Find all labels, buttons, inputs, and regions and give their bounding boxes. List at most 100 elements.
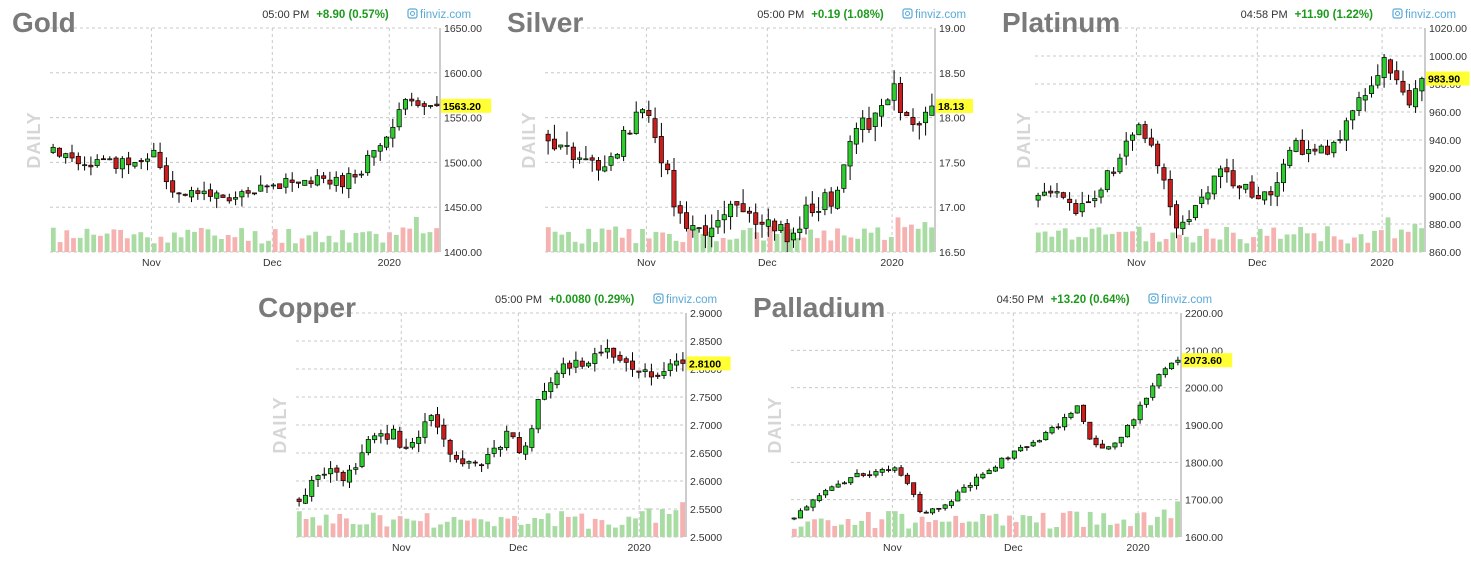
candlestick bbox=[1092, 190, 1098, 208]
candlestick bbox=[1081, 404, 1087, 425]
candlestick bbox=[648, 363, 654, 386]
candlestick bbox=[1055, 423, 1061, 430]
quote-time: 05:00 PM bbox=[495, 294, 542, 306]
volume-bar bbox=[1069, 239, 1075, 252]
volume-bar bbox=[306, 235, 312, 252]
volume-bar bbox=[185, 229, 191, 252]
candlestick bbox=[1041, 182, 1047, 197]
candlestick bbox=[372, 432, 378, 444]
y-tick-label: 880.00 bbox=[1429, 219, 1461, 231]
volume-bar bbox=[933, 520, 938, 537]
volume-bar bbox=[391, 519, 396, 537]
candlestick bbox=[1137, 401, 1143, 424]
y-tick-label: 1700.00 bbox=[1185, 495, 1223, 507]
candlestick bbox=[308, 176, 314, 188]
daily-axis-label: DAILY bbox=[1014, 111, 1034, 168]
y-tick-label: 2.5000 bbox=[690, 532, 722, 544]
volume-bar bbox=[1237, 239, 1243, 252]
candlestick bbox=[797, 508, 803, 519]
candlestick bbox=[390, 118, 396, 148]
y-tick-label: 2.6500 bbox=[690, 448, 722, 460]
volume-bar bbox=[805, 521, 811, 537]
volume-bar bbox=[559, 234, 565, 252]
candlestick bbox=[201, 181, 207, 201]
candlestick bbox=[1143, 397, 1149, 408]
chart-title: Silver bbox=[507, 7, 583, 38]
volume-bar bbox=[633, 243, 639, 252]
volume-bar bbox=[1148, 525, 1154, 537]
volume-bar bbox=[1183, 236, 1189, 252]
candlestick bbox=[1243, 183, 1249, 194]
candlestick bbox=[226, 193, 232, 204]
candlestick bbox=[1268, 186, 1274, 206]
candlestick bbox=[1024, 446, 1030, 451]
candlestick bbox=[560, 357, 566, 378]
candlestick bbox=[797, 216, 803, 241]
volume-bar bbox=[1412, 223, 1418, 252]
volume-bar bbox=[781, 227, 787, 252]
platinum-chart: DAILY 860.00 880.00 900.00 920.00 940.00 960.0… bbox=[990, 0, 1471, 280]
candlestick bbox=[1186, 210, 1192, 226]
candlestick bbox=[1079, 191, 1085, 217]
candlestick bbox=[904, 472, 910, 486]
volume-bar bbox=[1257, 228, 1263, 252]
volume-bar bbox=[1358, 234, 1364, 252]
candlestick bbox=[702, 214, 708, 249]
candlestick bbox=[1099, 439, 1105, 449]
candlestick bbox=[1350, 109, 1356, 130]
volume-bar bbox=[754, 232, 760, 252]
volume-bar bbox=[1054, 527, 1059, 537]
candlestick bbox=[277, 183, 283, 189]
candlestick bbox=[333, 171, 339, 192]
candlestick bbox=[583, 146, 589, 161]
volume-bar bbox=[613, 226, 618, 252]
candlestick bbox=[1280, 158, 1286, 192]
candlestick bbox=[598, 344, 604, 357]
volume-bar bbox=[986, 515, 992, 537]
candlestick bbox=[646, 100, 652, 123]
candlestick bbox=[753, 203, 759, 239]
volume-bar bbox=[865, 512, 871, 537]
volume-bar bbox=[350, 524, 356, 537]
candlestick bbox=[684, 201, 690, 232]
candlestick bbox=[765, 208, 771, 237]
candlestick bbox=[548, 377, 554, 399]
volume-bar bbox=[1060, 512, 1066, 537]
candlestick bbox=[778, 220, 784, 233]
volume-bar bbox=[586, 228, 592, 252]
candlestick bbox=[1011, 450, 1017, 460]
volume-bar bbox=[879, 519, 885, 537]
volume-bar bbox=[225, 235, 231, 252]
y-tick-label: 2.6000 bbox=[690, 476, 722, 488]
volume-bar bbox=[1123, 231, 1129, 252]
candlestick bbox=[1356, 91, 1362, 116]
volume-bar bbox=[812, 519, 817, 537]
candlestick bbox=[948, 499, 954, 509]
volume-bar bbox=[922, 222, 928, 252]
volume-bar bbox=[1116, 231, 1122, 252]
volume-bar bbox=[619, 237, 625, 252]
volume-bar bbox=[821, 230, 827, 252]
volume-bar bbox=[798, 526, 804, 537]
volume-bar bbox=[407, 228, 413, 252]
candlestick bbox=[790, 227, 796, 248]
volume-bar bbox=[680, 502, 685, 537]
candlestick bbox=[1036, 439, 1042, 443]
candlestick bbox=[126, 151, 132, 174]
candlestick bbox=[63, 152, 69, 164]
candlestick bbox=[113, 156, 119, 174]
volume-bar bbox=[367, 231, 372, 252]
finviz-brand: finviz.com bbox=[666, 294, 717, 306]
candlestick bbox=[1375, 64, 1381, 89]
volume-bar bbox=[279, 242, 285, 252]
volume-bar bbox=[761, 240, 766, 252]
candlestick bbox=[435, 407, 441, 435]
candlestick bbox=[854, 469, 860, 478]
y-tick-label: 18.50 bbox=[939, 68, 965, 80]
candlestick bbox=[1074, 405, 1080, 414]
volume-bar bbox=[512, 516, 517, 537]
volume-bar bbox=[151, 243, 157, 252]
candlestick bbox=[564, 131, 570, 155]
volume-bar bbox=[899, 513, 905, 537]
volume-bar bbox=[259, 243, 265, 252]
